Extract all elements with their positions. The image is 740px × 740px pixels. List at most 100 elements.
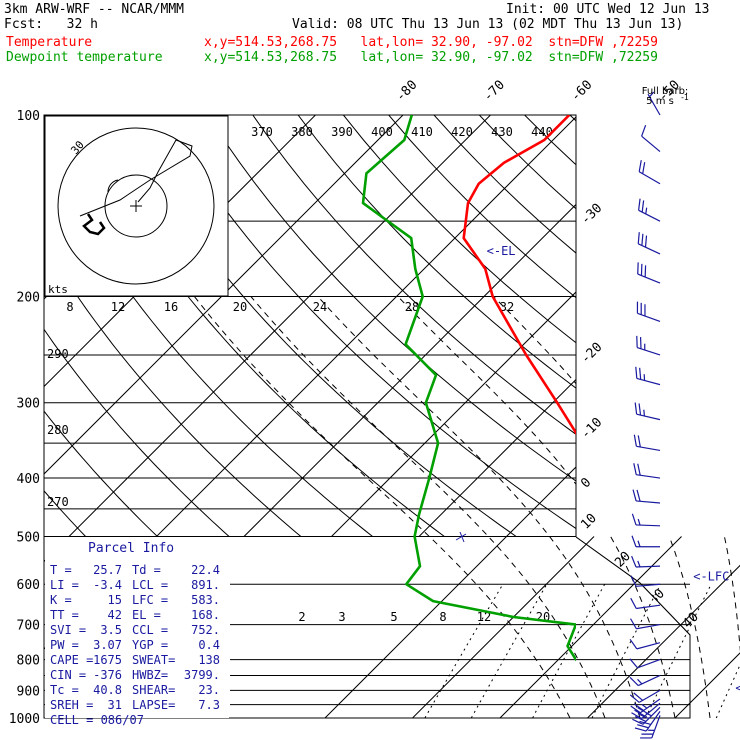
moist-adiabat-label: 8 [66, 300, 73, 314]
moist-adiabat [428, 536, 571, 719]
temperature-trace [462, 115, 576, 436]
level-label: <-LFC [693, 570, 729, 584]
model-title: 3km ARW-WRF -- NCAR/MMM [4, 2, 185, 17]
parcel-info-value: 40.8 [93, 683, 122, 697]
moist-adiabat-label: 16 [164, 300, 178, 314]
parcel-info-key: SWEAT= [132, 653, 175, 667]
parcel-info-value: -376 [93, 668, 122, 682]
parcel-info-key: Tc = [50, 683, 79, 697]
temperature-legend-info: x,y=514.53,268.75 lat,lon= 32.90, -97.02… [204, 35, 658, 50]
barb-key-exponent: -1 [681, 93, 689, 102]
isotherm-line [324, 536, 507, 719]
pressure-label: 100 [17, 109, 40, 124]
wind-barb-flag [641, 200, 645, 213]
wind-barb-flag [637, 232, 640, 244]
wind-barb-staff [635, 565, 661, 568]
wind-barb [636, 301, 661, 323]
moist-adiabat [487, 536, 606, 719]
wind-barb-flag [637, 463, 641, 476]
isotherm-line [674, 652, 740, 719]
parcel-info-key: K = [50, 593, 72, 607]
wind-barb-staff [645, 711, 661, 732]
dry-adiabat [161, 115, 576, 530]
mixing-ratio-line [715, 663, 740, 719]
mixing-ratio-line [532, 583, 606, 719]
wind-barb-flag [630, 705, 641, 714]
wind-barb-half-flag [637, 560, 641, 568]
pressure-label: 700 [17, 619, 40, 634]
init-time: Init: 00 UTC Wed 12 Jun 13 [506, 2, 710, 17]
theta-label: 430 [491, 125, 513, 139]
level-label: <-EL [487, 244, 516, 258]
parcel-info-key: CAPE = [50, 653, 93, 667]
hodograph-storm-wedge [79, 139, 193, 217]
parcel-info-cell: CELL = 086/07 [50, 713, 144, 727]
parcel-info-value: 3.07 [93, 638, 122, 652]
wind-barb [629, 638, 661, 650]
theta-label: 410 [411, 125, 433, 139]
parcel-info-value: 168. [191, 608, 220, 622]
pressure-label: 200 [17, 291, 40, 306]
wind-barb-flag [631, 535, 637, 547]
wind-barb [631, 513, 661, 527]
wind-barb [633, 434, 661, 452]
pressure-label: 1000 [9, 712, 40, 727]
wind-barb-flag [633, 692, 644, 701]
wind-barb-flag [635, 366, 638, 379]
wind-barb-flag [638, 403, 642, 416]
wind-barb [630, 575, 661, 587]
moist-adiabat-label: 28 [405, 300, 419, 314]
wind-barb-flag [637, 713, 649, 720]
parcel-info-value: 7.3 [198, 698, 220, 712]
wind-barb-flag [641, 233, 644, 246]
parcel-info-key: Td = [132, 563, 161, 577]
dewpoint-legend-label: Dewpoint temperature [6, 50, 163, 65]
wind-barb-half-flag [641, 703, 648, 709]
dry-adiabat [706, 115, 740, 718]
parcel-info-value: 31 [108, 698, 122, 712]
wind-barb [638, 198, 661, 222]
wind-barb-staff [641, 135, 661, 153]
pressure-label: 500 [17, 530, 40, 545]
theta-label: 440 [531, 125, 553, 139]
wind-barb-staff [636, 642, 661, 650]
wind-barb [633, 463, 661, 479]
hodograph-units: kts [48, 283, 68, 296]
moist-adiabat-label: 20 [233, 300, 247, 314]
pressure-label: 900 [17, 684, 40, 699]
parcel-info-key: SREH = [50, 698, 93, 712]
parcel-info-key: LCL = [132, 578, 168, 592]
parcel-info-key: CIN = [50, 668, 86, 682]
moist-adiabat-label: 12 [111, 300, 125, 314]
level-label: <-LCL [735, 681, 740, 695]
plot-extension [44, 536, 691, 719]
parcel-info-key: SHEAR= [132, 683, 175, 697]
wind-barb-flag [629, 638, 638, 650]
moist-adiabat-label: 32 [500, 300, 514, 314]
moist-adiabat [668, 536, 711, 719]
mixing-ratio-label: 8 [439, 610, 446, 624]
wind-barb [638, 160, 661, 185]
isotherm-right-label: -10 [578, 415, 605, 442]
wind-barb-flag [634, 715, 647, 722]
isotherm-top-label: -70 [481, 78, 508, 105]
isotherm-top-label: -80 [393, 78, 420, 105]
wind-barb-flag [629, 694, 640, 703]
pressure-label: 300 [17, 397, 40, 412]
wind-barb-half-flag [637, 678, 643, 685]
forecast-hour: Fcst: 32 h [4, 17, 98, 32]
wind-barb [630, 597, 661, 610]
parcel-info-value: 752. [191, 623, 220, 637]
wind-barb [637, 262, 661, 284]
parcel-info-value: 25.7 [93, 563, 122, 577]
wind-barb [635, 366, 661, 386]
mixing-ratio-label: 5 [390, 610, 397, 624]
wind-barb-flag [634, 709, 645, 717]
wind-barb [630, 698, 661, 714]
moist-adiabat [194, 296, 571, 718]
wind-barb-half-flag [637, 540, 641, 547]
wind-barb-staff [637, 658, 661, 669]
isotherm-line [675, 115, 740, 718]
valid-time: Valid: 08 UTC Thu 13 Jun 13 (02 MDT Thu … [292, 17, 684, 32]
wind-barb-half-flag [645, 207, 648, 215]
